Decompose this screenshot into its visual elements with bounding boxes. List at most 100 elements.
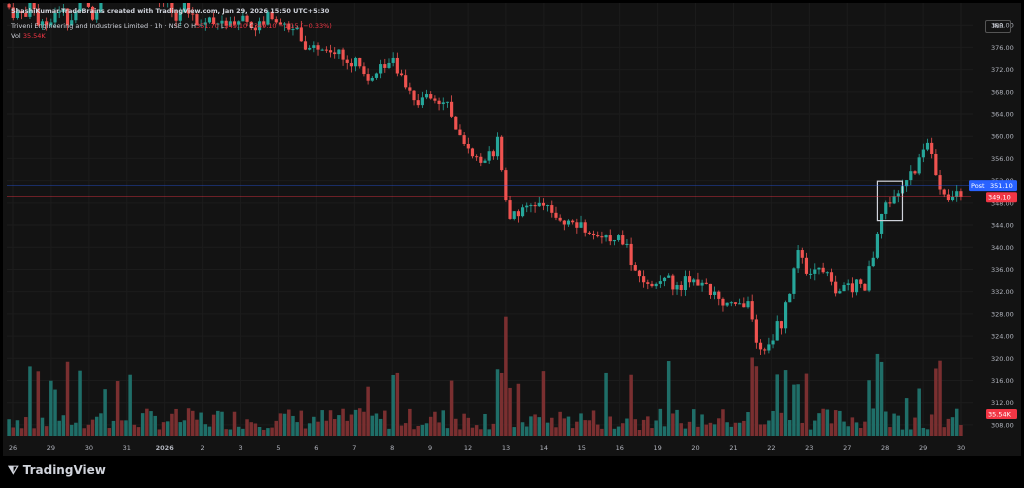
candle-body (374, 73, 379, 78)
tradingview-wordmark: TradingView (22, 463, 106, 477)
candle-body (930, 142, 934, 154)
candle-body (74, 11, 78, 21)
candle-body (654, 283, 658, 287)
volume-bar (787, 420, 792, 436)
candle-body (829, 272, 834, 282)
time-tick-label: 9 (428, 444, 432, 452)
candle-body (825, 272, 829, 274)
candle-body (591, 233, 596, 236)
volume-bar (316, 421, 320, 436)
volume-bar (934, 368, 938, 436)
candle-body (420, 97, 424, 106)
candle-body (437, 100, 441, 105)
volume-bar (717, 418, 721, 436)
candle-body (353, 57, 358, 67)
candle-body (750, 301, 754, 320)
time-tick-label: 12 (464, 444, 472, 452)
volume-bar (671, 413, 675, 436)
volume-bar (408, 408, 412, 436)
volume-bar (871, 408, 875, 436)
time-tick-label: 15 (578, 444, 586, 452)
candle-body (746, 301, 750, 308)
volume-bar (132, 424, 137, 436)
volume-bar (115, 381, 120, 436)
candle-body (341, 49, 345, 60)
volume-value: 35.54K (988, 411, 1012, 419)
volume-bar (320, 410, 324, 436)
volume-bar (520, 422, 525, 436)
candle-body (809, 273, 813, 275)
candlestick-chart[interactable]: 308.00 312.00 316.00 320.00 324.00 328.00 332.… (3, 3, 1021, 456)
volume-bar (800, 422, 805, 436)
candle-body (804, 257, 809, 274)
candle-body (512, 211, 516, 219)
price-tick-label: 308.00 (991, 421, 1014, 429)
candle-body (362, 66, 366, 75)
volume-bar (729, 426, 734, 436)
volume-bar (700, 414, 704, 436)
volume-bar (470, 427, 475, 436)
volume-bar (879, 361, 884, 436)
legend-low-value: 349.10 (224, 22, 248, 30)
volume-bar (207, 426, 212, 436)
volume-bar (495, 369, 500, 436)
candle-body (45, 21, 49, 26)
time-tick-label: 2 (201, 444, 205, 452)
volume-bar (232, 411, 237, 436)
volume-bar (541, 371, 546, 436)
volume-bar (261, 429, 266, 436)
post-price-tag (969, 180, 1017, 192)
volume-bar (299, 410, 304, 436)
volume-bar (341, 408, 345, 436)
volume-bar (124, 420, 128, 436)
time-tick-label: 30 (85, 444, 93, 452)
volume-bar (454, 418, 458, 436)
volume-bar (399, 425, 404, 436)
candle-body (491, 151, 495, 157)
candle-body (462, 135, 466, 145)
legend-ohlc: Triveni Engineering and Industries Limit… (11, 22, 332, 30)
post-price-label: Post (971, 182, 985, 190)
volume-bar (136, 427, 141, 436)
candle-body (917, 157, 921, 174)
volume-bar (783, 370, 788, 436)
volume-bar (808, 429, 813, 436)
legend-symbol[interactable]: Triveni Engineering and Industries Limit… (11, 22, 182, 30)
volume-bar (282, 413, 287, 436)
chart-pane[interactable]: 308.00 312.00 316.00 320.00 324.00 328.00 332.… (3, 3, 1021, 456)
candle-body (959, 191, 963, 197)
candle-body (450, 101, 454, 117)
candle-body (621, 235, 625, 245)
volume-bar (328, 410, 333, 436)
candle-body (274, 19, 278, 23)
candle-body (278, 22, 283, 25)
volume-bar (884, 411, 888, 436)
volume-bar (921, 427, 926, 436)
volume-bar (278, 413, 283, 436)
volume-bar (15, 420, 20, 436)
volume-bar (825, 409, 830, 436)
candle-body (742, 303, 746, 308)
post-price-value: 351.10 (990, 182, 1013, 190)
volume-bar (691, 409, 696, 436)
candle-body (416, 100, 420, 106)
candle-body (404, 75, 408, 88)
volume-bar (483, 413, 487, 436)
volume-bar (629, 374, 633, 436)
legend-vol-label[interactable]: Vol (11, 32, 21, 40)
price-tick-label: 372.00 (991, 66, 1014, 74)
volume-bar (654, 420, 658, 436)
volume-bar (416, 425, 420, 436)
volume-bar (249, 422, 253, 436)
candle-body (617, 235, 621, 241)
time-tick-label: 26 (9, 444, 17, 452)
candle-body (253, 27, 257, 31)
volume-bar (533, 414, 537, 436)
price-tick-label: 348.00 (991, 199, 1014, 207)
volume-bar (504, 316, 508, 436)
currency-button[interactable]: INR (985, 20, 1011, 33)
volume-bar (157, 429, 162, 436)
candle-body (170, 3, 174, 13)
candle-body (303, 41, 308, 50)
candle-body (942, 189, 946, 195)
